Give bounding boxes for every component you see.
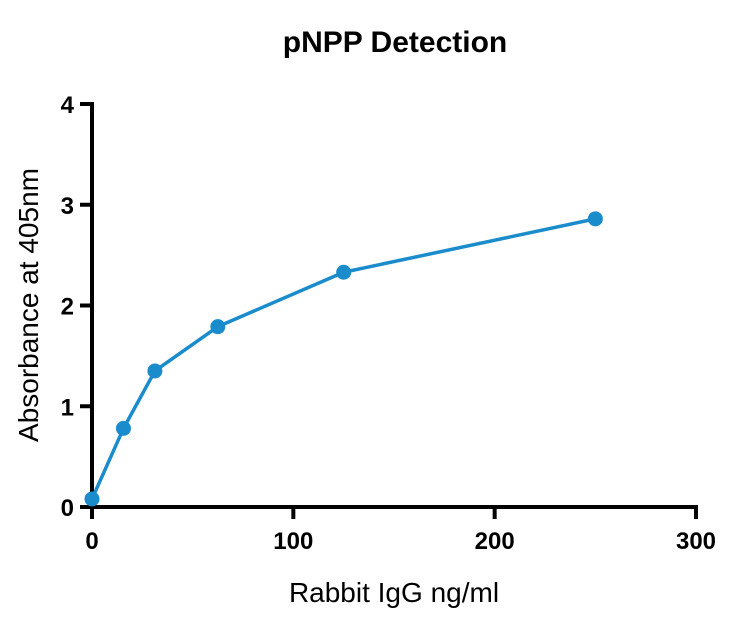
x-tick-label: 100 xyxy=(273,528,313,555)
x-tick-label: 300 xyxy=(676,528,716,555)
data-point xyxy=(587,211,603,227)
y-tick-label: 4 xyxy=(61,92,75,119)
series-line xyxy=(90,217,596,500)
y-tick-label: 1 xyxy=(61,394,74,421)
y-tick-label: 2 xyxy=(61,294,74,321)
data-point xyxy=(210,319,226,335)
y-axis-label: Absorbance at 405nm xyxy=(13,168,44,442)
data-point xyxy=(115,420,131,436)
data-point xyxy=(147,363,163,379)
chart-title: pNPP Detection xyxy=(283,26,508,59)
x-tick-label: 0 xyxy=(85,528,98,555)
data-point xyxy=(84,491,100,507)
y-tick-label: 3 xyxy=(61,193,74,220)
x-tick-label: 200 xyxy=(475,528,515,555)
y-tick-label: 0 xyxy=(61,495,74,522)
x-axis-label: Rabbit IgG ng/ml xyxy=(289,577,499,608)
data-point xyxy=(336,264,352,280)
